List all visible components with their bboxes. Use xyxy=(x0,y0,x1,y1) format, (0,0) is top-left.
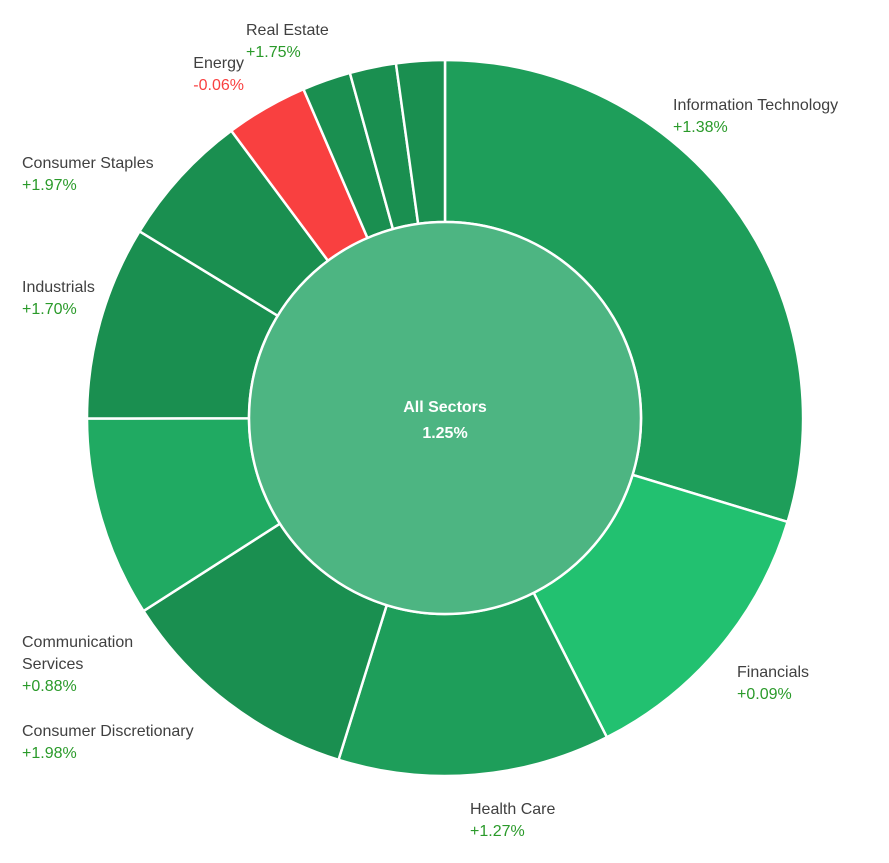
label-name-information-technology: Information Technology xyxy=(673,97,838,114)
label-name-financials: Financials xyxy=(737,664,809,681)
label-financials: Financials +0.09% xyxy=(737,664,809,703)
sector-slices xyxy=(85,58,805,778)
label-value-consumer-staples: +1.97% xyxy=(22,177,77,194)
center-circle xyxy=(247,220,643,616)
label-health-care: Health Care +1.27% xyxy=(470,801,555,840)
label-name-industrials: Industrials xyxy=(22,279,95,296)
label-name-real-estate: Real Estate xyxy=(246,22,329,39)
label-industrials: Industrials +1.70% xyxy=(22,279,95,318)
label-value-consumer-discretionary: +1.98% xyxy=(22,745,77,762)
label-value-industrials: +1.70% xyxy=(22,301,77,318)
label-value-communication-services: +0.88% xyxy=(22,678,77,695)
label-energy: Energy -0.06% xyxy=(193,55,244,94)
label-name-health-care: Health Care xyxy=(470,801,555,818)
label-name-communication-services: Communication Services xyxy=(22,634,133,673)
label-real-estate: Real Estate +1.75% xyxy=(246,22,329,61)
label-consumer-staples: Consumer Staples +1.97% xyxy=(22,155,154,194)
label-name-consumer-discretionary: Consumer Discretionary xyxy=(22,723,194,740)
label-name-energy: Energy xyxy=(193,55,244,72)
label-value-information-technology: +1.38% xyxy=(673,119,728,136)
sector-labels: Information Technology +1.38% Financials +0… xyxy=(22,22,838,840)
label-value-real-estate: +1.75% xyxy=(246,44,301,61)
label-value-energy: -0.06% xyxy=(193,77,244,94)
label-value-health-care: +1.27% xyxy=(470,823,525,840)
label-consumer-discretionary: Consumer Discretionary +1.98% xyxy=(22,723,194,762)
center-value: 1.25% xyxy=(422,425,467,442)
label-information-technology: Information Technology +1.38% xyxy=(673,97,838,136)
label-communication-services: Communication Services +0.88% xyxy=(22,634,133,695)
label-value-financials: +0.09% xyxy=(737,686,792,703)
center-title: All Sectors xyxy=(403,399,487,416)
label-name-consumer-staples: Consumer Staples xyxy=(22,155,154,172)
